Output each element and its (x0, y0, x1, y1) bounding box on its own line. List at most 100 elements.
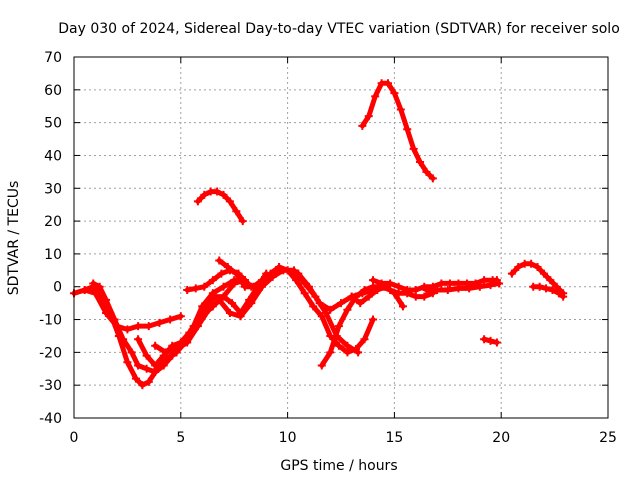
data-point-marker (215, 256, 224, 265)
data-point-marker (230, 279, 239, 288)
data-point-marker (204, 305, 213, 314)
data-point-marker (142, 351, 151, 360)
data-point-marker (134, 361, 143, 370)
data-point-marker (215, 295, 224, 304)
data-point-marker (548, 286, 557, 295)
series-track-17 (529, 282, 568, 301)
data-point-marker (480, 276, 489, 285)
data-point-marker (390, 89, 399, 98)
data-point-marker (110, 315, 119, 324)
y-tick-label: -20 (39, 345, 62, 361)
data-point-marker (369, 315, 378, 324)
data-point-marker (236, 312, 245, 321)
data-point-marker (486, 336, 495, 345)
data-point-marker (166, 315, 175, 324)
data-point-marker (420, 292, 429, 301)
data-point-marker (533, 263, 542, 272)
data-point-marker (383, 79, 392, 88)
data-point-marker (334, 341, 343, 350)
series-track-line (359, 80, 436, 181)
y-tick-label: 20 (44, 214, 62, 230)
data-point-marker (390, 289, 399, 298)
data-point-marker (266, 269, 275, 278)
data-point-marker (144, 377, 153, 386)
data-point-marker (208, 276, 217, 285)
data-point-marker (428, 174, 437, 183)
data-point-marker (394, 282, 403, 291)
data-point-marker (334, 322, 343, 331)
data-point-marker (326, 331, 335, 340)
data-point-marker (219, 292, 228, 301)
data-point-marker (480, 335, 489, 344)
data-point-marker (539, 269, 548, 278)
data-point-marker (249, 282, 258, 291)
y-tick-label: 30 (44, 181, 62, 197)
data-point-marker (445, 279, 454, 288)
x-tick-label: 0 (70, 430, 79, 446)
data-point-marker (360, 335, 369, 344)
data-point-marker (151, 341, 160, 350)
data-point-marker (183, 338, 192, 347)
data-point-marker (217, 269, 226, 278)
data-point-marker (416, 158, 425, 167)
data-point-marker (317, 361, 326, 370)
data-point-marker (300, 289, 309, 298)
data-point-marker (364, 292, 373, 301)
data-point-marker (123, 325, 132, 334)
data-point-marker (377, 279, 386, 288)
data-point-marker (546, 276, 555, 285)
x-tick-label: 15 (385, 430, 403, 446)
y-tick-label: -10 (39, 313, 62, 329)
data-point-marker (102, 295, 111, 304)
data-point-marker (358, 121, 367, 130)
data-point-marker (119, 335, 128, 344)
data-point-marker (219, 282, 228, 291)
data-point-marker (559, 292, 568, 301)
data-point-marker (134, 335, 143, 344)
data-point-marker (386, 279, 395, 288)
y-tick-label: 50 (44, 116, 62, 132)
data-point-marker (343, 305, 352, 314)
y-tick-label: 0 (53, 280, 62, 296)
data-point-marker (232, 207, 241, 216)
data-point-marker (292, 276, 301, 285)
x-axis-label: GPS time / hours (280, 458, 397, 474)
data-point-marker (138, 381, 147, 390)
x-tick-label: 5 (176, 430, 185, 446)
data-point-marker (193, 197, 202, 206)
data-point-marker (554, 289, 563, 298)
data-point-marker (131, 374, 140, 383)
x-tick-label: 10 (279, 430, 297, 446)
data-point-marker (507, 269, 516, 278)
data-point-marker (422, 167, 431, 176)
y-tick-label: -30 (39, 378, 62, 394)
data-point-marker (347, 292, 356, 301)
data-point-marker (403, 125, 412, 134)
data-point-marker (535, 282, 544, 291)
data-point-marker (232, 269, 241, 278)
y-tick-label: 10 (44, 247, 62, 263)
data-point-marker (396, 105, 405, 114)
data-point-marker (161, 348, 170, 357)
data-point-marker (134, 322, 143, 331)
data-point-marker (475, 282, 484, 291)
y-tick-label: 40 (44, 148, 62, 164)
data-point-marker (155, 318, 164, 327)
data-point-marker (465, 284, 474, 293)
series-track-line (135, 271, 269, 368)
chart-title: Day 030 of 2024, Sidereal Day-to-day VTE… (58, 21, 620, 37)
data-point-marker (360, 286, 369, 295)
data-point-marker (364, 112, 373, 121)
data-point-marker (495, 279, 504, 288)
data-point-marker (272, 266, 281, 275)
data-point-marker (486, 281, 495, 290)
data-point-marker (80, 286, 89, 295)
data-point-marker (142, 364, 151, 373)
series-track-8 (215, 256, 378, 357)
data-point-marker (213, 187, 222, 196)
data-point-marker (95, 282, 104, 291)
data-point-marker (200, 282, 209, 291)
data-point-marker (337, 299, 345, 308)
data-point-marker (151, 361, 160, 370)
